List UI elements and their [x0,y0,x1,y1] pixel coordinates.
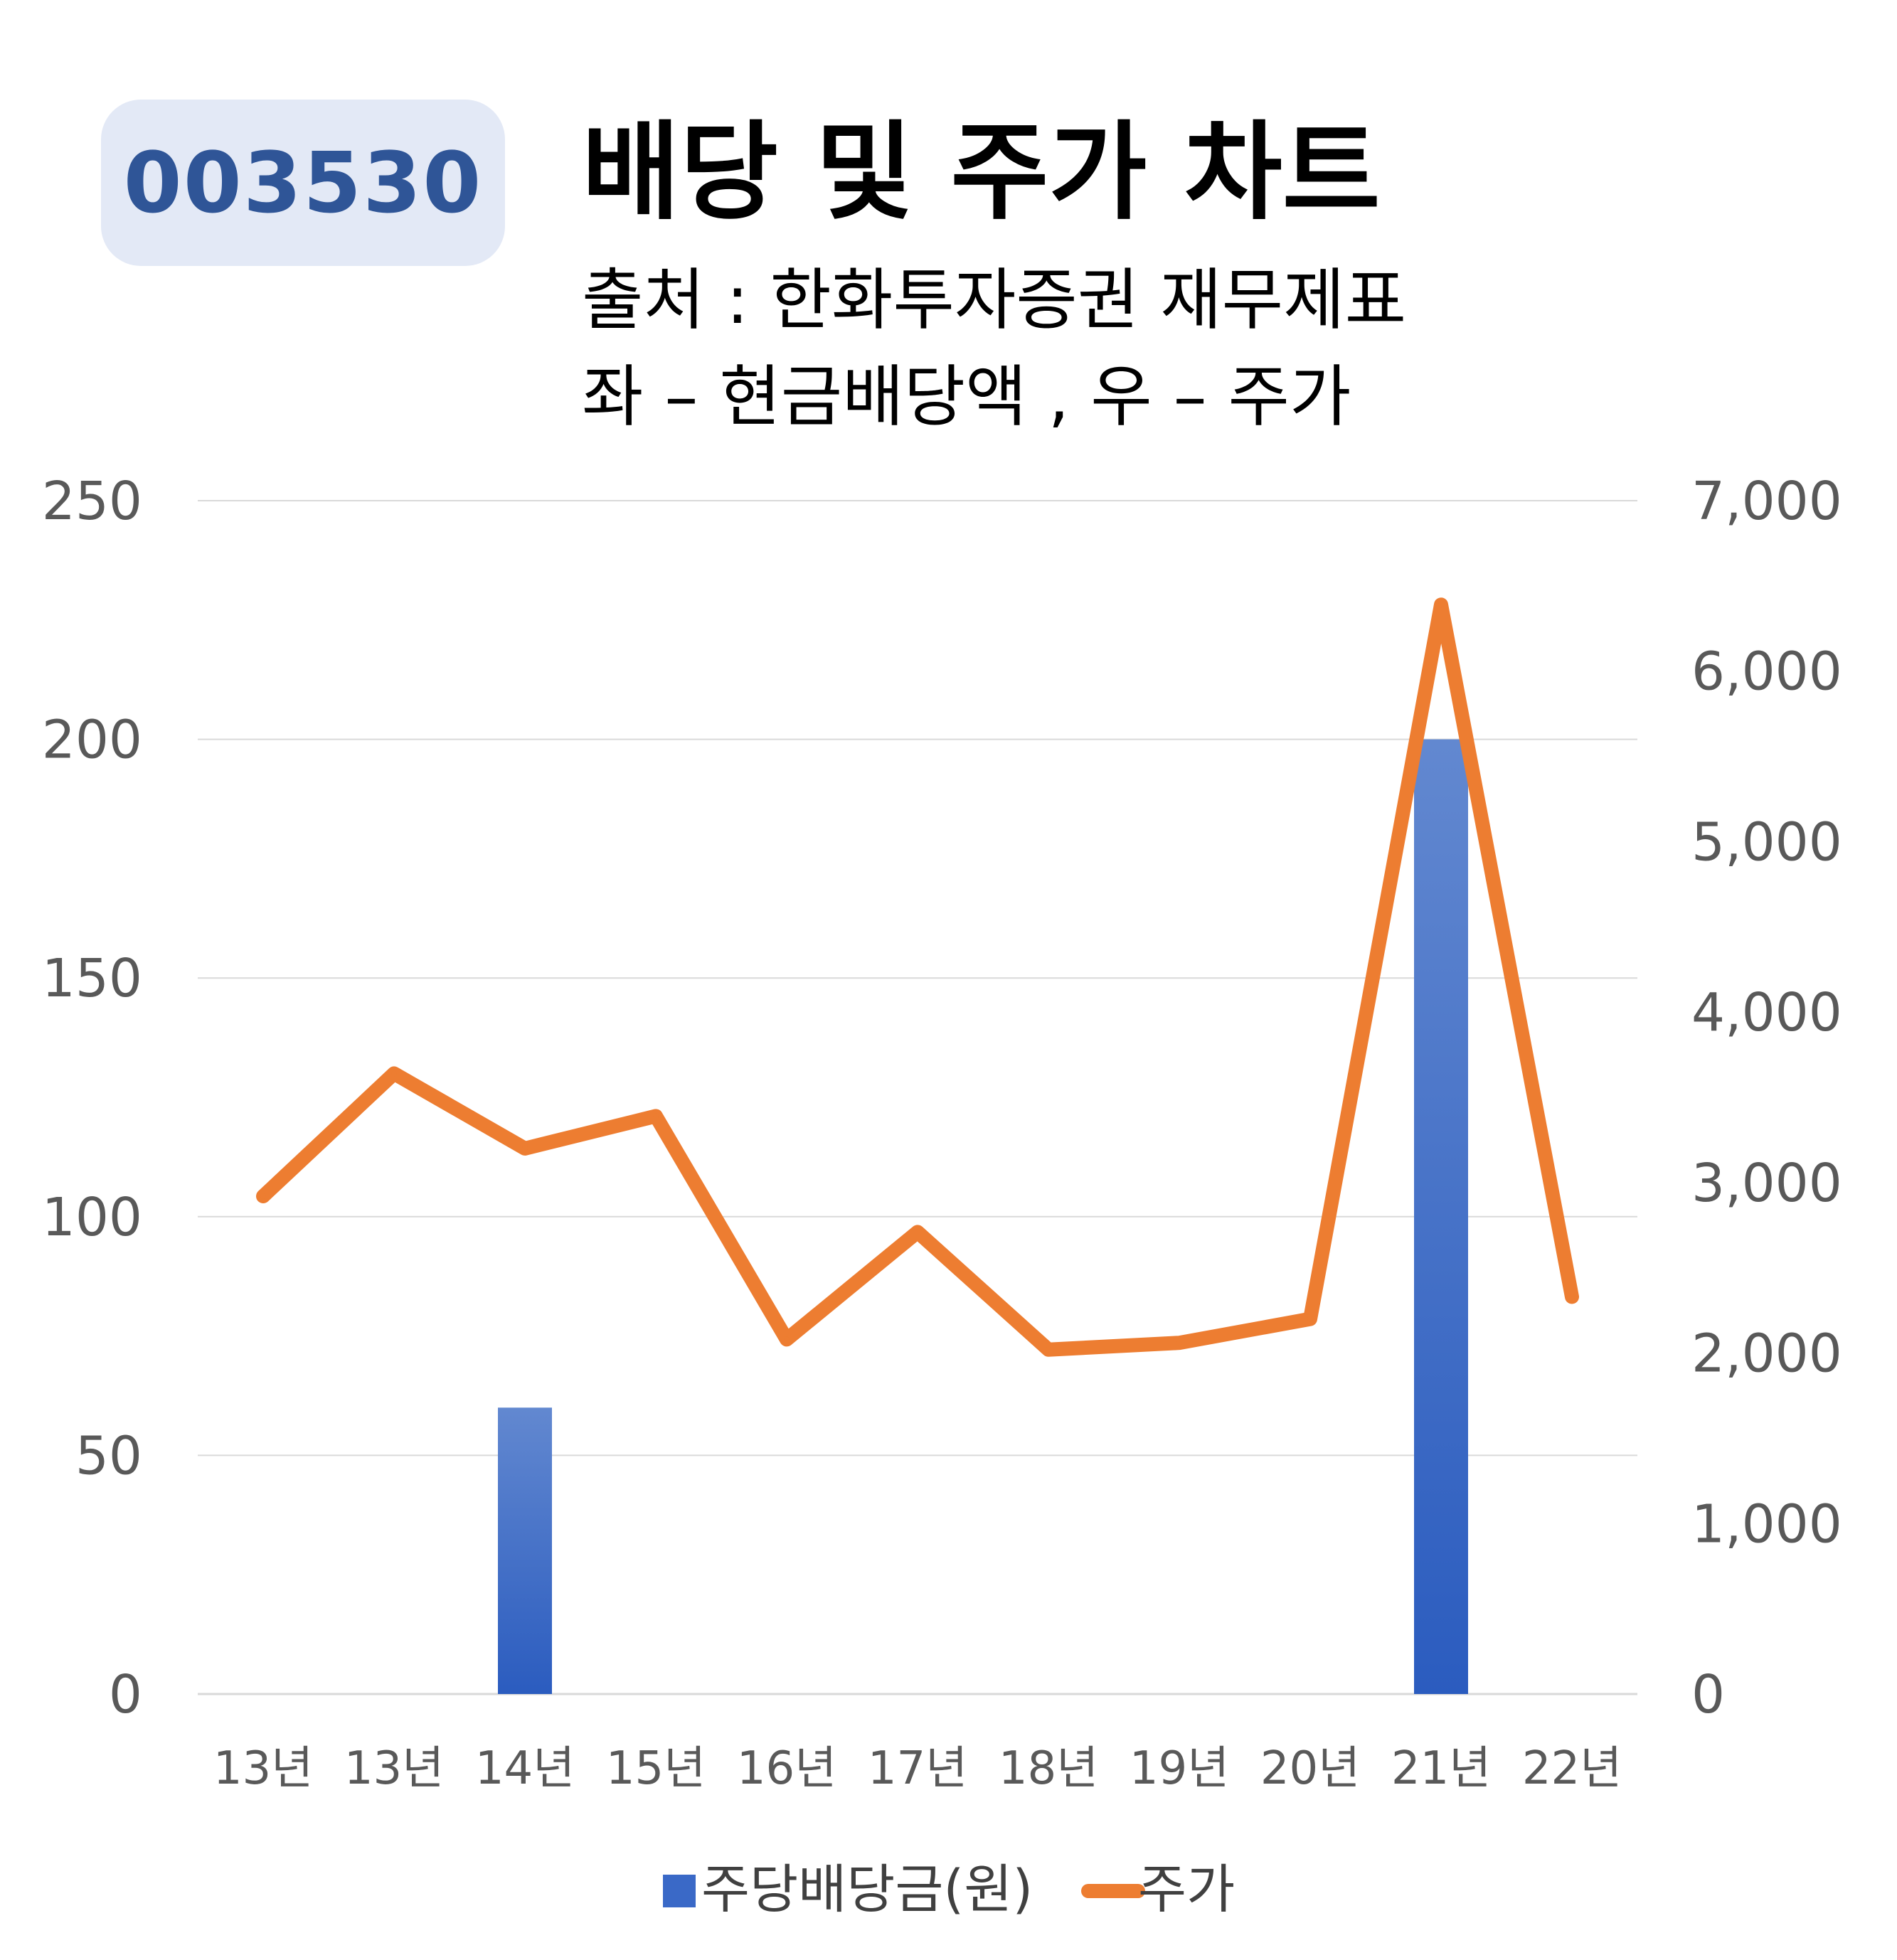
x-tick-label: 13년 [344,1742,444,1795]
price-line [256,597,1579,1357]
price-point [522,1145,528,1151]
right-tick-label: 4,000 [1691,982,1842,1043]
right-axis-ticks: 0 1,000 2,000 3,000 4,000 5,000 6,000 7,000 [1691,471,1842,1725]
left-tick-label: 0 [109,1664,142,1725]
price-point [391,1070,397,1077]
chart-source: 출처 : 한화투자증권 재무제표 [582,262,1407,339]
left-tick-label: 100 [42,1187,142,1248]
right-tick-label: 1,000 [1691,1493,1842,1555]
legend: 주당배당금(원) 주가 [663,1859,1235,1920]
price-point [1569,1294,1575,1300]
x-tick-label: 18년 [999,1742,1098,1795]
left-tick-label: 50 [75,1425,142,1486]
x-tick-label: 14년 [475,1742,575,1795]
x-tick-label: 16년 [737,1742,836,1795]
stock-code-badge: 003530 [101,100,505,266]
gridlines [198,500,1637,1695]
bar-series [498,739,1468,1694]
right-tick-label: 7,000 [1691,471,1842,532]
right-tick-label: 3,000 [1691,1153,1842,1214]
x-axis-ticks: 13년 13년 14년 15년 16년 17년 18년 19년 20년 21년 22년 [213,1742,1622,1795]
right-tick-label: 2,000 [1691,1323,1842,1385]
price-point [1046,1346,1051,1353]
legend-bar-label: 주당배당금(원) [701,1859,1033,1920]
price-point [653,1113,659,1119]
x-tick-label: 15년 [606,1742,706,1795]
left-axis-ticks: 0 50 100 150 200 250 [42,471,142,1725]
x-tick-label: 22년 [1522,1742,1622,1795]
price-point [1176,1340,1182,1346]
x-tick-label: 19년 [1130,1742,1229,1795]
chart-title: 배당 및 주가 차트 [582,111,1381,235]
left-tick-label: 200 [42,710,142,771]
left-tick-label: 150 [42,948,142,1009]
legend-line-label: 주가 [1138,1859,1235,1920]
right-tick-label: 0 [1691,1664,1725,1725]
legend-bar-swatch [663,1875,696,1907]
price-point [260,1193,266,1200]
price-point [784,1336,790,1343]
price-point [915,1229,920,1235]
chart-axis-note: 좌 – 현금배당액 , 우 – 주가 [582,358,1351,436]
price-point [1307,1316,1313,1322]
line-series [256,597,1579,1357]
x-tick-label: 17년 [868,1742,967,1795]
x-tick-label: 21년 [1391,1742,1491,1795]
right-tick-label: 6,000 [1691,641,1842,703]
right-tick-label: 5,000 [1691,811,1842,873]
price-point [1438,602,1444,608]
left-tick-label: 250 [42,471,142,532]
bar [498,1407,552,1694]
bar [1414,739,1468,1694]
x-tick-label: 13년 [213,1742,313,1795]
x-tick-label: 20년 [1260,1742,1360,1795]
